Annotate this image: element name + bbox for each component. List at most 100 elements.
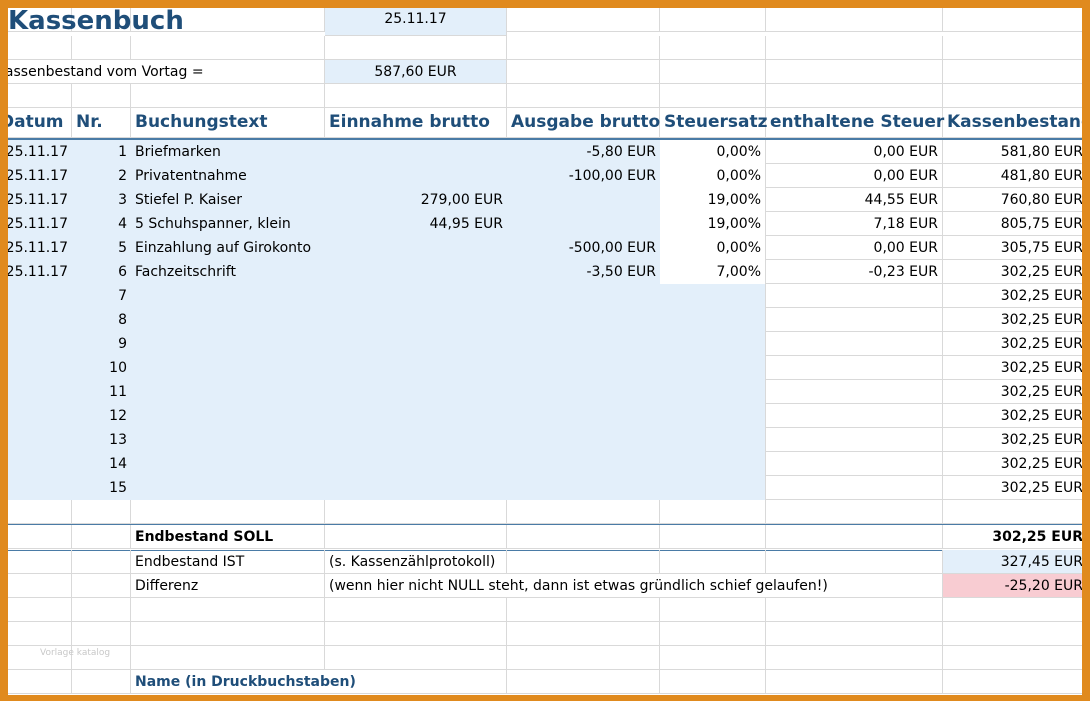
cell-datum[interactable] xyxy=(8,428,72,452)
cell-ausgabe[interactable]: -500,00 EUR xyxy=(507,236,660,260)
cell-ausgabe[interactable]: -100,00 EUR xyxy=(507,164,660,188)
cell-einnahme[interactable] xyxy=(325,476,507,500)
diff-value[interactable]: -25,20 EUR xyxy=(943,574,1082,598)
cell-buchungstext[interactable] xyxy=(131,308,325,332)
cell-steuer[interactable]: 44,55 EUR xyxy=(766,188,943,212)
cell-kassenbestand[interactable]: 302,25 EUR xyxy=(943,284,1082,308)
cell-kassenbestand[interactable]: 302,25 EUR xyxy=(943,356,1082,380)
cell-steuer[interactable] xyxy=(766,332,943,356)
cell-ausgabe[interactable] xyxy=(507,476,660,500)
header-datum[interactable]: Datum xyxy=(8,108,72,138)
header-kassenbestand[interactable]: Kassenbestand xyxy=(943,108,1082,138)
cell-buchungstext[interactable] xyxy=(131,380,325,404)
cell-steuer[interactable]: 0,00 EUR xyxy=(766,140,943,164)
cell-ausgabe[interactable] xyxy=(507,452,660,476)
cell-steuer[interactable] xyxy=(766,380,943,404)
cell-buchungstext[interactable] xyxy=(131,476,325,500)
cell-kassenbestand[interactable]: 302,25 EUR xyxy=(943,476,1082,500)
cell-buchungstext[interactable] xyxy=(131,428,325,452)
cell-datum[interactable] xyxy=(8,284,72,308)
cell-nr[interactable]: 2 xyxy=(72,164,131,188)
cell-datum[interactable]: 25.11.17 xyxy=(8,140,72,164)
ist-value[interactable]: 327,45 EUR xyxy=(943,550,1082,574)
cell-steuer[interactable]: 0,00 EUR xyxy=(766,164,943,188)
cell-steuer[interactable]: 0,00 EUR xyxy=(766,236,943,260)
cell-einnahme[interactable]: 279,00 EUR xyxy=(325,188,507,212)
cell-steuer[interactable] xyxy=(766,428,943,452)
header-nr[interactable]: Nr. xyxy=(72,108,131,138)
cell-ausgabe[interactable] xyxy=(507,308,660,332)
date-cell[interactable]: 25.11.17 xyxy=(325,8,507,36)
cell-steuersatz[interactable]: 0,00% xyxy=(660,236,766,260)
cell-buchungstext[interactable]: Privatentnahme xyxy=(131,164,325,188)
cell-steuersatz[interactable]: 19,00% xyxy=(660,188,766,212)
cell-buchungstext[interactable]: 5 Schuhspanner, klein xyxy=(131,212,325,236)
cell-nr[interactable]: 13 xyxy=(72,428,131,452)
cell-steuersatz[interactable] xyxy=(660,476,766,500)
cell-kassenbestand[interactable]: 305,75 EUR xyxy=(943,236,1082,260)
cell-ausgabe[interactable] xyxy=(507,428,660,452)
cell-steuersatz[interactable] xyxy=(660,356,766,380)
cell-datum[interactable] xyxy=(8,356,72,380)
cell-steuer[interactable] xyxy=(766,308,943,332)
cell-buchungstext[interactable] xyxy=(131,332,325,356)
cell-nr[interactable]: 3 xyxy=(72,188,131,212)
cell-nr[interactable]: 14 xyxy=(72,452,131,476)
cell-kassenbestand[interactable]: 581,80 EUR xyxy=(943,140,1082,164)
opening-balance-value[interactable]: 587,60 EUR xyxy=(325,60,507,84)
cell-nr[interactable]: 9 xyxy=(72,332,131,356)
cell-einnahme[interactable]: 44,95 EUR xyxy=(325,212,507,236)
cell-kassenbestand[interactable]: 302,25 EUR xyxy=(943,452,1082,476)
cell-kassenbestand[interactable]: 805,75 EUR xyxy=(943,212,1082,236)
cell-datum[interactable] xyxy=(8,380,72,404)
cell-buchungstext[interactable] xyxy=(131,404,325,428)
header-einnahme[interactable]: Einnahme brutto xyxy=(325,108,507,138)
cell-steuer[interactable]: -0,23 EUR xyxy=(766,260,943,284)
cell-nr[interactable]: 7 xyxy=(72,284,131,308)
header-steuer[interactable]: enthaltene Steuer xyxy=(766,108,944,138)
cell-einnahme[interactable] xyxy=(325,284,507,308)
cell-steuersatz[interactable] xyxy=(660,380,766,404)
cell-einnahme[interactable] xyxy=(325,308,507,332)
cell-buchungstext[interactable] xyxy=(131,356,325,380)
cell-nr[interactable]: 5 xyxy=(72,236,131,260)
cell-steuersatz[interactable]: 0,00% xyxy=(660,164,766,188)
cell-steuersatz[interactable] xyxy=(660,404,766,428)
cell-ausgabe[interactable] xyxy=(507,380,660,404)
cell-ausgabe[interactable] xyxy=(507,284,660,308)
cell-buchungstext[interactable] xyxy=(131,284,325,308)
cell-ausgabe[interactable] xyxy=(507,188,660,212)
cell-kassenbestand[interactable]: 481,80 EUR xyxy=(943,164,1082,188)
cell-nr[interactable]: 12 xyxy=(72,404,131,428)
soll-value[interactable]: 302,25 EUR xyxy=(943,525,1082,549)
cell-steuer[interactable] xyxy=(766,356,943,380)
cell-ausgabe[interactable]: -5,80 EUR xyxy=(507,140,660,164)
cell-kassenbestand[interactable]: 302,25 EUR xyxy=(943,404,1082,428)
cell-buchungstext[interactable]: Briefmarken xyxy=(131,140,325,164)
cell-buchungstext[interactable] xyxy=(131,452,325,476)
cell-steuer[interactable] xyxy=(766,452,943,476)
cell-nr[interactable]: 1 xyxy=(72,140,131,164)
cell-nr[interactable]: 11 xyxy=(72,380,131,404)
cell-einnahme[interactable] xyxy=(325,428,507,452)
cell-buchungstext[interactable]: Stiefel P. Kaiser xyxy=(131,188,325,212)
cell-nr[interactable]: 15 xyxy=(72,476,131,500)
cell-datum[interactable] xyxy=(8,404,72,428)
cell-einnahme[interactable] xyxy=(325,260,507,284)
cell-ausgabe[interactable] xyxy=(507,212,660,236)
cell-einnahme[interactable] xyxy=(325,452,507,476)
header-buchungstext[interactable]: Buchungstext xyxy=(131,108,325,138)
cell-datum[interactable] xyxy=(8,476,72,500)
header-ausgabe[interactable]: Ausgabe brutto xyxy=(507,108,660,138)
cell-einnahme[interactable] xyxy=(325,164,507,188)
cell-datum[interactable]: 25.11.17 xyxy=(8,236,72,260)
cell-datum[interactable]: 25.11.17 xyxy=(8,212,72,236)
cell-kassenbestand[interactable]: 302,25 EUR xyxy=(943,332,1082,356)
cell-kassenbestand[interactable]: 302,25 EUR xyxy=(943,428,1082,452)
cell-kassenbestand[interactable]: 302,25 EUR xyxy=(943,380,1082,404)
cell-steuersatz[interactable]: 7,00% xyxy=(660,260,766,284)
cell-einnahme[interactable] xyxy=(325,380,507,404)
cell-einnahme[interactable] xyxy=(325,356,507,380)
cell-datum[interactable] xyxy=(8,452,72,476)
cell-steuersatz[interactable] xyxy=(660,308,766,332)
